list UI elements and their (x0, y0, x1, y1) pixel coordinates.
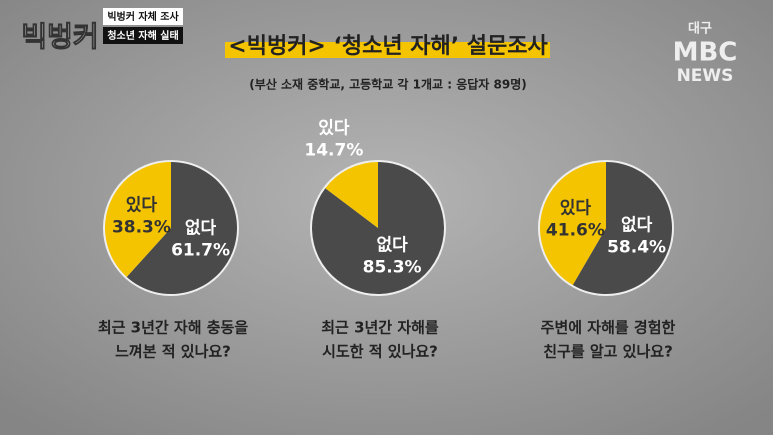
slice-value: 14.7% (304, 140, 363, 160)
slice-value: 61.7% (171, 240, 230, 260)
pie-slice (312, 162, 445, 295)
slice-value: 38.3% (112, 218, 171, 238)
slice-value: 85.3% (363, 257, 422, 277)
question: 느껴본 적 있나요? (115, 343, 231, 361)
slice-category: 있다 (126, 196, 158, 216)
question: 최근 3년간 자해를 (321, 319, 439, 337)
pie-slice (126, 162, 237, 294)
subtitle: (부산 소재 중학교, 고등학교 각 1개교 : 응답자 89명) (249, 77, 527, 92)
tag: 빅벙커 자체 조사 (107, 10, 179, 23)
logo: 빅벙커 (21, 20, 98, 53)
question: 최근 3년간 자해 충동을 (98, 319, 249, 337)
pie-slice (105, 162, 171, 277)
pie-slice (540, 162, 606, 286)
tag-box (103, 8, 183, 25)
slice-category: 없다 (185, 218, 217, 238)
title-highlight (225, 42, 550, 58)
pie-slice (325, 162, 378, 228)
pie-slice (572, 162, 672, 294)
station: 대구 (688, 22, 712, 37)
question: 시도한 적 있나요? (322, 343, 438, 361)
slice-value: 58.4% (607, 237, 666, 257)
slice-category: 있다 (560, 199, 592, 219)
station: MBC (673, 38, 738, 68)
station: NEWS (677, 66, 734, 86)
slice-category: 있다 (318, 118, 350, 138)
slice-category: 없다 (376, 235, 408, 255)
slice-value: 41.6% (546, 221, 605, 241)
tag-box (103, 27, 183, 44)
question: 친구를 알고 있나요? (543, 343, 673, 361)
tag: 청소년 자해 실태 (107, 29, 178, 42)
slice-category: 없다 (621, 215, 653, 235)
title: <빅벙커> ‘청소년 자해’ 설문조사 (228, 34, 548, 59)
question: 주변에 자해를 경험한 (541, 319, 676, 337)
